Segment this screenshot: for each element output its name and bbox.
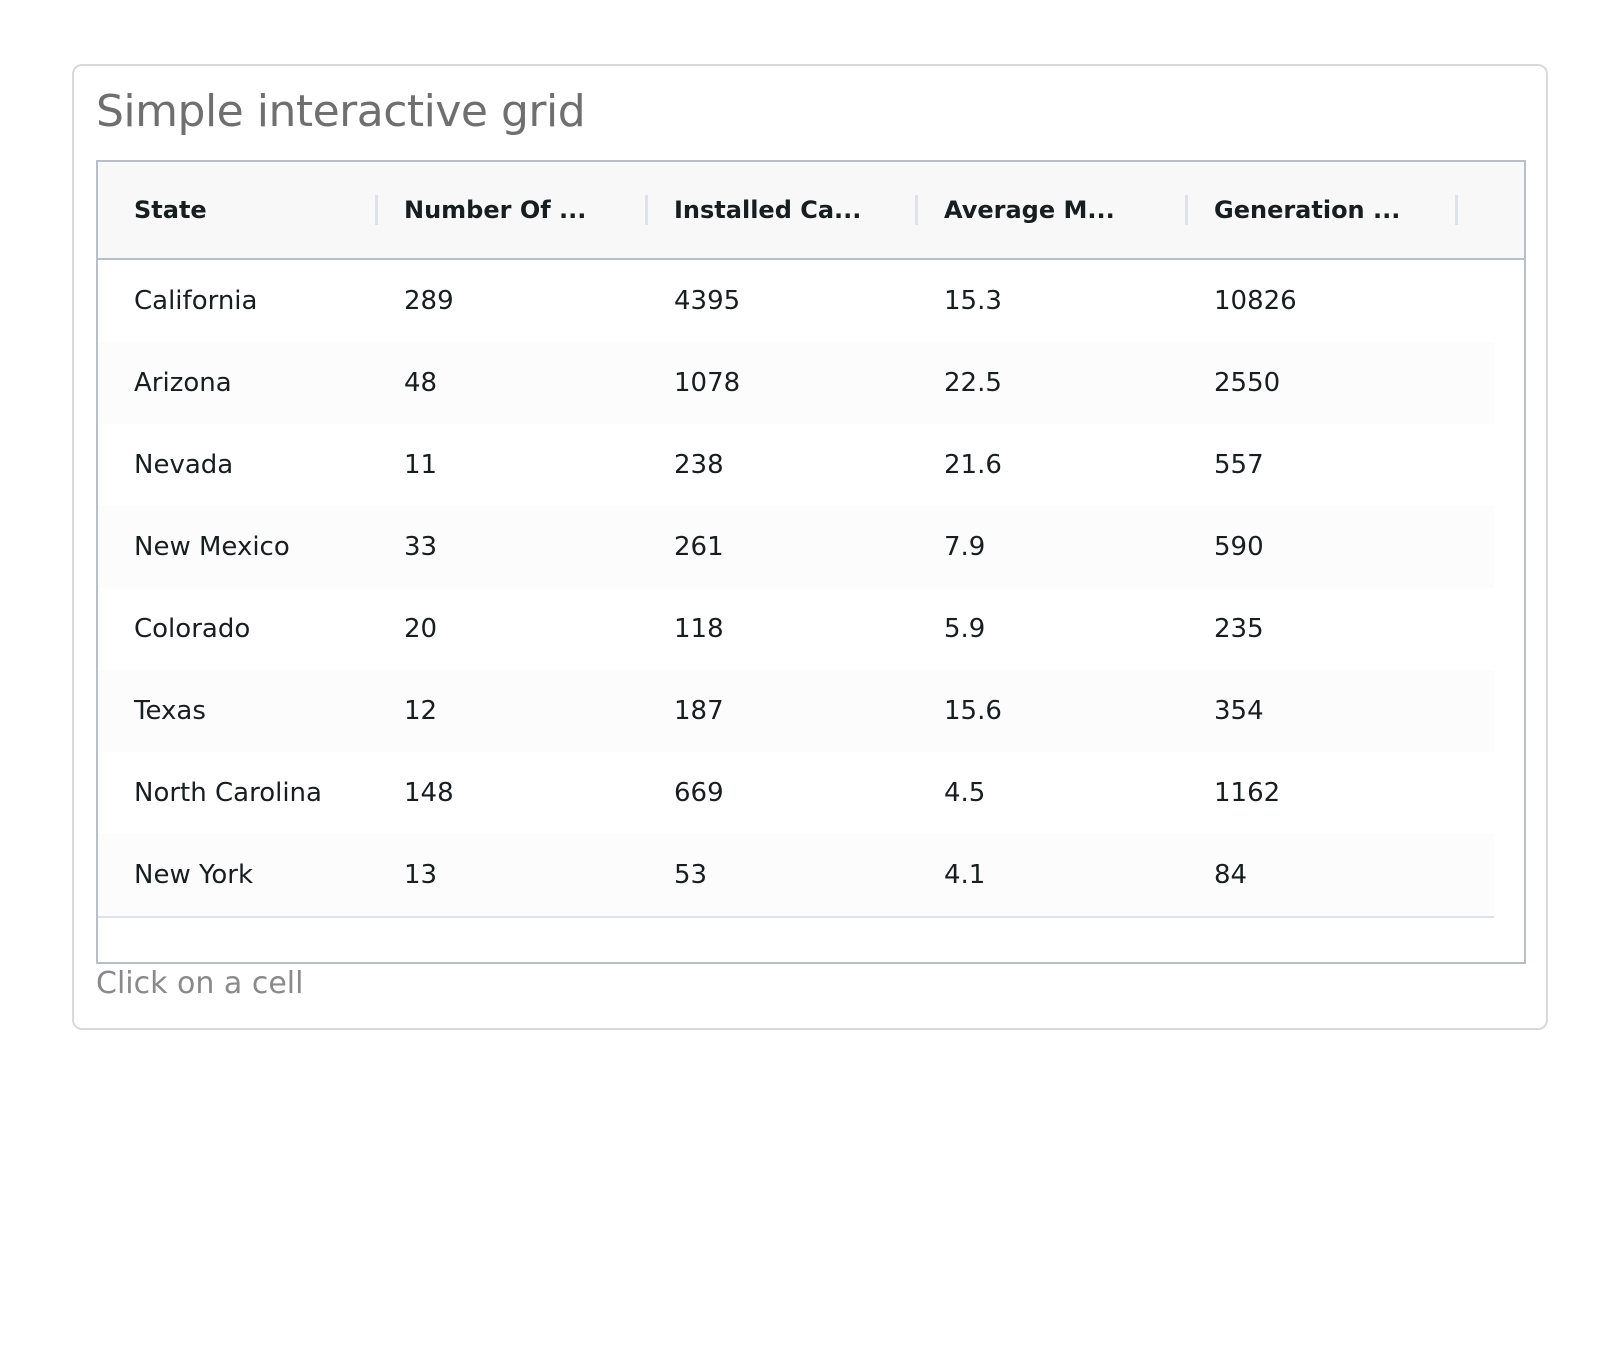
table-row: Arizona 48 1078 22.5 2550 (98, 342, 1494, 426)
grid-cell[interactable]: 261 (674, 532, 724, 562)
grid-cell-state[interactable]: Nevada (134, 450, 234, 480)
table-row: New Mexico 33 261 7.9 590 (98, 506, 1494, 590)
grid-cell[interactable]: 48 (404, 368, 438, 398)
column-resize-handle[interactable] (645, 195, 648, 225)
grid-cell-state[interactable]: Colorado (134, 614, 251, 644)
column-header-label: Average M... (944, 196, 1115, 224)
column-resize-handle[interactable] (915, 195, 918, 225)
grid-cell-state[interactable]: North Carolina (134, 778, 322, 808)
grid-cell-state[interactable]: Texas (134, 696, 206, 726)
column-resize-handle[interactable] (375, 195, 378, 225)
grid-cell-state[interactable]: New York (134, 860, 254, 890)
grid-cell[interactable]: 669 (674, 778, 724, 808)
table-row: Texas 12 187 15.6 354 (98, 670, 1494, 754)
column-header-number-of[interactable]: Number Of ... (368, 162, 648, 258)
grid-cell[interactable]: 557 (1214, 450, 1264, 480)
grid-cell-state[interactable]: Arizona (134, 368, 232, 398)
grid-cell[interactable]: 289 (404, 286, 454, 316)
grid-cell[interactable]: 12 (404, 696, 438, 726)
data-grid: State Number Of ... Installed Ca... Aver… (96, 160, 1526, 964)
grid-cell[interactable]: 5.9 (944, 614, 986, 644)
grid-cell[interactable]: 148 (404, 778, 454, 808)
column-header-installed-capacity[interactable]: Installed Ca... (638, 162, 918, 258)
grid-cell[interactable]: 15.6 (944, 696, 1002, 726)
column-header-label: Generation ... (1214, 196, 1401, 224)
grid-cell[interactable]: 53 (674, 860, 708, 890)
grid-cell[interactable]: 1162 (1214, 778, 1281, 808)
grid-cell[interactable]: 235 (1214, 614, 1264, 644)
grid-cell[interactable]: 118 (674, 614, 724, 644)
column-resize-handle[interactable] (1455, 195, 1458, 225)
status-message: Click on a cell (96, 966, 304, 1001)
grid-cell[interactable]: 84 (1214, 860, 1248, 890)
grid-cell[interactable]: 238 (674, 450, 724, 480)
grid-cell[interactable]: 1078 (674, 368, 741, 398)
grid-cell[interactable]: 4.1 (944, 860, 986, 890)
grid-cell[interactable]: 22.5 (944, 368, 1002, 398)
grid-cell[interactable]: 187 (674, 696, 724, 726)
table-row: Nevada 11 238 21.6 557 (98, 424, 1494, 508)
column-resize-handle[interactable] (1185, 195, 1188, 225)
grid-cell[interactable]: 33 (404, 532, 438, 562)
grid-cell[interactable]: 13 (404, 860, 438, 890)
column-header-label: State (134, 196, 207, 224)
grid-cell[interactable]: 354 (1214, 696, 1264, 726)
grid-cell[interactable]: 20 (404, 614, 438, 644)
page-title: Simple interactive grid (96, 86, 586, 137)
table-row: Colorado 20 118 5.9 235 (98, 588, 1494, 672)
table-row: North Carolina 148 669 4.5 1162 (98, 752, 1494, 836)
grid-cell[interactable]: 2550 (1214, 368, 1281, 398)
grid-card: Simple interactive grid State Number Of … (72, 64, 1548, 1030)
grid-cell[interactable]: 11 (404, 450, 438, 480)
column-header-state[interactable]: State (98, 162, 378, 258)
grid-cell-state[interactable]: New Mexico (134, 532, 290, 562)
column-header-label: Installed Ca... (674, 196, 862, 224)
grid-cell[interactable]: 15.3 (944, 286, 1002, 316)
grid-cell[interactable]: 4.5 (944, 778, 986, 808)
column-header-generation[interactable]: Generation ... (1178, 162, 1458, 258)
grid-cell[interactable]: 10826 (1214, 286, 1297, 316)
grid-header: State Number Of ... Installed Ca... Aver… (98, 162, 1524, 260)
column-header-label: Number Of ... (404, 196, 587, 224)
grid-cell-state[interactable]: California (134, 286, 258, 316)
column-header-average[interactable]: Average M... (908, 162, 1188, 258)
table-row: California 289 4395 15.3 10826 (98, 260, 1494, 344)
grid-cell[interactable]: 4395 (674, 286, 741, 316)
grid-cell[interactable]: 7.9 (944, 532, 986, 562)
table-row: New York 13 53 4.1 84 (98, 834, 1494, 918)
grid-cell[interactable]: 21.6 (944, 450, 1002, 480)
grid-cell[interactable]: 590 (1214, 532, 1264, 562)
